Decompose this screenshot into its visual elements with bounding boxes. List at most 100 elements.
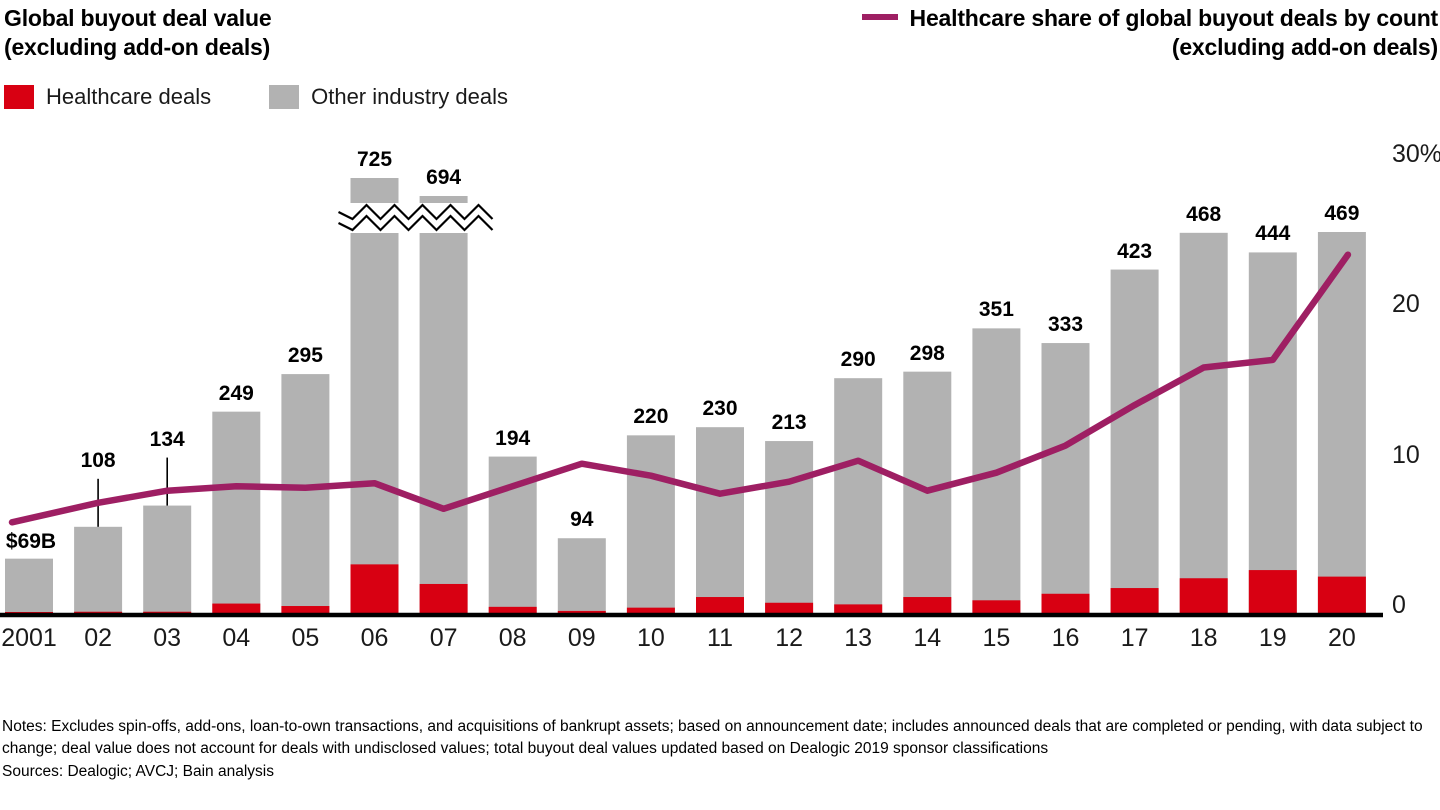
bar-group [212, 411, 261, 615]
bar-value-label: 213 [771, 411, 807, 435]
x-axis-tick-label: 20 [1327, 624, 1356, 652]
bar-healthcare-segment [903, 597, 952, 615]
sources-text: Sources: Dealogic; AVCJ; Bain analysis [2, 763, 274, 780]
bar-healthcare-segment [972, 600, 1021, 615]
bar-value-label: 108 [80, 448, 116, 472]
bar-value-label: 725 [356, 148, 393, 171]
bar-other-segment [5, 558, 53, 615]
bar-value-label: 249 [218, 381, 254, 405]
x-axis-tick-label: 07 [429, 624, 458, 652]
bar-healthcare-segment [557, 610, 606, 615]
bar-value-label: 469 [1324, 202, 1360, 225]
right-title-line-2: (excluding add-on deals) [1171, 34, 1438, 61]
bar-healthcare-segment [350, 564, 399, 615]
bar-group [143, 505, 192, 615]
x-axis-tick-label: 12 [775, 624, 803, 652]
bar-group [281, 374, 330, 615]
bar-healthcare-segment [765, 602, 814, 615]
footer-notes-block: Notes: Excludes spin-offs, add-ons, loan… [2, 716, 1438, 783]
bar-healthcare-segment [834, 604, 883, 615]
healthcare-share-line [8, 251, 1352, 526]
axis-break-zigzag-bottom [338, 214, 494, 232]
other-color-swatch [269, 85, 300, 109]
bar-other-segment [143, 505, 192, 615]
bar-other-segment [74, 526, 123, 615]
bar-healthcare-segment [74, 611, 123, 615]
bar-healthcare-segment [212, 603, 261, 615]
bar-other-segment [1317, 232, 1366, 615]
bar-value-label: 194 [495, 426, 531, 450]
x-axis-tick-label: 09 [567, 624, 596, 652]
bar-value-label: 444 [1255, 222, 1291, 246]
bar-value-label: 94 [570, 508, 594, 532]
bar-other-segment [834, 378, 883, 615]
bar-value-label: 134 [149, 427, 185, 451]
x-axis-tick-label: 10 [636, 624, 665, 652]
page-title-right: Healthcare share of global buyout deals … [738, 4, 1438, 63]
bar-other-segment [1041, 343, 1090, 615]
bar-group [903, 371, 952, 615]
x-axis-tick-label: 17 [1120, 624, 1149, 652]
page-title-left: Global buyout deal value (excluding add-… [4, 4, 704, 63]
bar-healthcare-segment [488, 606, 537, 615]
legend: Healthcare deals Other industry deals [4, 84, 566, 110]
bar-group [488, 456, 537, 615]
x-axis-tick-label: 02 [84, 624, 112, 652]
bar-value-label: $69B [5, 530, 57, 553]
legend-label-healthcare: Healthcare deals [46, 84, 212, 109]
axis-break-mask [336, 203, 482, 233]
bar-other-segment [1248, 252, 1297, 615]
y-axis-tick-label: 30% [1392, 140, 1440, 168]
bar-other-segment [972, 328, 1021, 615]
bar-group [696, 427, 744, 615]
bar-value-label: 694 [426, 166, 462, 189]
bar-value-label: 423 [1117, 239, 1153, 263]
bar-group [1110, 269, 1159, 615]
bar-value-label: 290 [840, 348, 876, 372]
x-axis-tick-label: 18 [1189, 624, 1218, 652]
x-axis-tick-label: 11 [707, 624, 733, 652]
bar-value-label: 220 [633, 405, 669, 429]
bar-healthcare-segment [419, 583, 468, 615]
left-title-line-2: (excluding add-on deals) [4, 34, 271, 61]
bar-value-label: 333 [1047, 313, 1084, 337]
axis-break-zigzag-top [338, 203, 494, 221]
bar-value-label: 468 [1186, 202, 1222, 226]
bar-value-label: 230 [702, 397, 738, 421]
x-axis-tick-label: 03 [153, 624, 182, 652]
legend-item-other: Other industry deals [269, 84, 508, 110]
x-axis-tick-label: 15 [982, 624, 1011, 652]
bar-group [765, 441, 814, 615]
bar-group [1179, 232, 1228, 615]
x-axis-tick-label: 13 [844, 624, 873, 652]
line-legend-swatch [861, 14, 898, 21]
bar-group [74, 526, 123, 615]
right-title-line-1: Healthcare share of global buyout deals … [909, 5, 1439, 31]
x-axis-tick-label: 14 [913, 624, 942, 652]
bar-healthcare-segment [626, 607, 675, 615]
bar-group [972, 328, 1021, 615]
bar-healthcare-segment [1110, 588, 1159, 615]
bar-healthcare-segment [1041, 593, 1090, 615]
bar-healthcare-segment [281, 606, 330, 615]
y-axis-tick-label: 10 [1392, 440, 1420, 469]
bar-group [557, 538, 606, 615]
x-axis-tick-label: 16 [1051, 624, 1080, 652]
legend-item-healthcare: Healthcare deals [4, 84, 211, 110]
bar-other-segment [1110, 269, 1159, 615]
x-axis-tick-label: 04 [222, 624, 251, 652]
y-axis-tick-label: 0 [1392, 591, 1406, 619]
right-title-line-1-wrap: Healthcare share of global buyout deals … [738, 4, 1438, 33]
bar-other-segment [212, 411, 261, 615]
x-axis-tick-label: 2001 [1, 624, 57, 652]
bar-healthcare-segment [1179, 578, 1228, 615]
x-axis-tick-label: 06 [360, 624, 389, 652]
bar-group [350, 178, 399, 615]
bar-healthcare-segment [1248, 570, 1297, 615]
bar-value-label: 351 [978, 298, 1014, 322]
bar-healthcare-segment [5, 612, 53, 615]
bar-value-label: 295 [287, 344, 323, 368]
bar-other-segment [419, 196, 468, 615]
x-axis-tick-label: 08 [498, 624, 527, 652]
